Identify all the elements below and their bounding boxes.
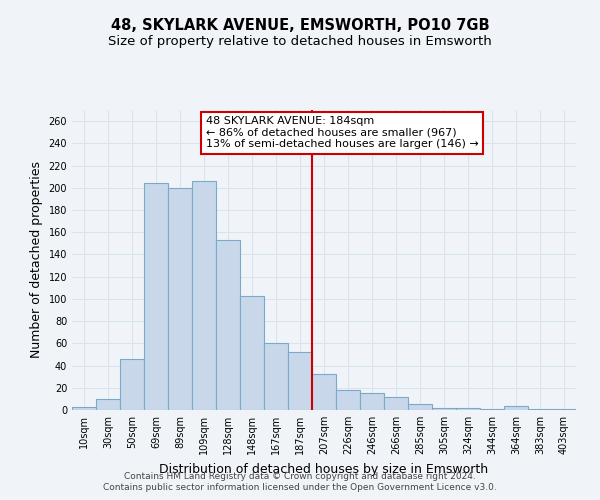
Bar (312, 374, 336, 410)
Bar (504, 406, 528, 410)
Bar (240, 296, 264, 410)
Bar (432, 408, 456, 410)
X-axis label: Distribution of detached houses by size in Emsworth: Distribution of detached houses by size … (160, 462, 488, 475)
Text: 48, SKYLARK AVENUE, EMSWORTH, PO10 7GB: 48, SKYLARK AVENUE, EMSWORTH, PO10 7GB (110, 18, 490, 32)
Bar (480, 409, 504, 410)
Bar (168, 188, 192, 410)
Y-axis label: Number of detached properties: Number of detached properties (30, 162, 43, 358)
Bar (456, 408, 480, 410)
Bar (216, 240, 240, 410)
Bar (192, 181, 216, 410)
Bar (528, 409, 552, 410)
Bar (264, 344, 288, 410)
Text: Contains HM Land Registry data © Crown copyright and database right 2024.: Contains HM Land Registry data © Crown c… (124, 472, 476, 481)
Bar (120, 359, 144, 410)
Text: Contains public sector information licensed under the Open Government Licence v3: Contains public sector information licen… (103, 484, 497, 492)
Text: Size of property relative to detached houses in Emsworth: Size of property relative to detached ho… (108, 35, 492, 48)
Bar (336, 390, 360, 410)
Bar (288, 352, 312, 410)
Bar (384, 396, 408, 410)
Bar (72, 406, 96, 410)
Bar (144, 184, 168, 410)
Bar (408, 404, 432, 410)
Bar (552, 409, 576, 410)
Bar (360, 394, 384, 410)
Bar (96, 399, 120, 410)
Text: 48 SKYLARK AVENUE: 184sqm
← 86% of detached houses are smaller (967)
13% of semi: 48 SKYLARK AVENUE: 184sqm ← 86% of detac… (206, 116, 478, 149)
